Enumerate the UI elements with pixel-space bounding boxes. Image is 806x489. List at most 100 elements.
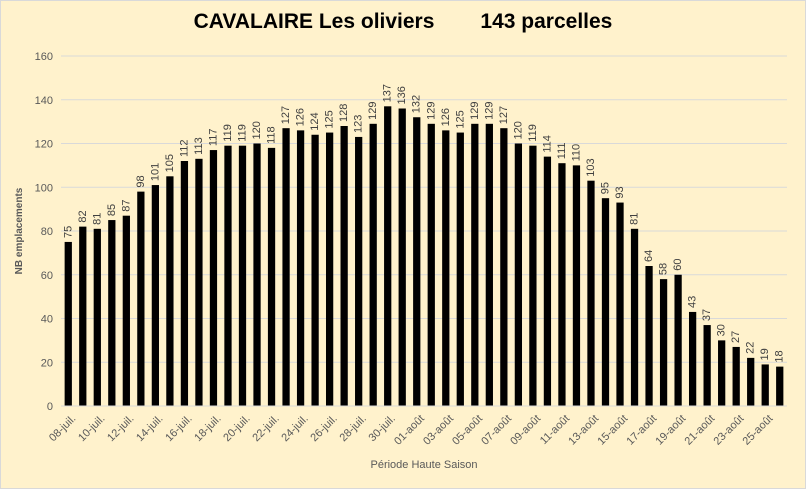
bar [718, 340, 726, 406]
data-label: 87 [120, 199, 132, 211]
bar [195, 158, 203, 406]
bar [122, 215, 130, 406]
data-label: 81 [91, 213, 103, 225]
x-axis-ticks: 08-juil.10-juil.12-juil.14-juil.16-juil.… [47, 413, 775, 448]
x-tick-label: 03-août [421, 413, 456, 448]
bar [747, 357, 755, 406]
bar [355, 136, 363, 406]
y-tick-label: 60 [41, 270, 53, 282]
x-tick-label: 23-août [712, 413, 747, 448]
data-label: 123 [353, 115, 365, 133]
bar [543, 156, 552, 406]
data-label: 18 [774, 350, 786, 362]
bar [529, 145, 537, 406]
bar [93, 228, 101, 406]
bar [180, 161, 189, 406]
y-tick-label: 100 [35, 182, 53, 194]
bar [558, 163, 566, 406]
data-label: 120 [251, 121, 263, 139]
data-label: 113 [193, 137, 205, 155]
bar [79, 226, 87, 406]
bar [688, 311, 697, 406]
data-label: 93 [614, 186, 626, 198]
x-tick-label: 14-juil. [134, 413, 165, 444]
bar [659, 279, 668, 406]
bar [137, 191, 145, 406]
bar [456, 132, 464, 406]
y-tick-label: 120 [35, 139, 53, 151]
y-tick-label: 140 [35, 95, 53, 107]
y-tick-label: 20 [41, 357, 53, 369]
bar [311, 134, 319, 406]
data-label: 30 [716, 324, 728, 336]
bar [64, 241, 72, 406]
data-label: 110 [570, 144, 582, 162]
data-label: 85 [106, 204, 118, 216]
data-label: 129 [483, 101, 495, 119]
data-label: 58 [658, 263, 670, 275]
x-tick-label: 11-août [538, 413, 572, 447]
data-label: 117 [207, 129, 219, 147]
y-axis-ticks: 0 20 40 60 80 100 120 140 160 [35, 51, 53, 413]
data-label: 129 [469, 101, 481, 119]
data-label: 81 [629, 213, 641, 225]
bar [587, 180, 595, 406]
bar [471, 123, 479, 406]
bar [514, 143, 523, 406]
x-tick-label: 20-juil. [221, 413, 252, 444]
data-label: 127 [498, 106, 510, 124]
x-tick-label: 01-août [392, 413, 427, 448]
x-tick-label: 17-août [624, 413, 659, 448]
data-label: 132 [411, 95, 423, 113]
bar [296, 130, 305, 406]
data-label: 111 [556, 142, 568, 159]
bar [485, 123, 493, 406]
x-tick-label: 07-août [479, 413, 514, 448]
y-tick-label: 160 [35, 51, 53, 63]
data-label: 98 [135, 175, 147, 187]
x-tick-label: 19-août [653, 413, 688, 448]
x-tick-label: 13-août [566, 413, 601, 448]
data-label: 101 [149, 163, 161, 181]
x-tick-label: 21-août [682, 413, 717, 448]
data-label: 103 [585, 158, 597, 176]
data-label: 124 [309, 112, 321, 130]
data-label: 60 [672, 259, 684, 271]
bar [761, 364, 769, 406]
data-label: 119 [527, 124, 539, 142]
bar [282, 128, 290, 406]
x-tick-label: 08-juil. [47, 413, 78, 444]
data-label: 136 [396, 86, 408, 104]
data-label: 75 [62, 226, 74, 238]
bar [238, 145, 247, 406]
bar [630, 228, 639, 406]
y-axis-label: NB emplacements [14, 187, 25, 274]
data-label: 137 [382, 84, 394, 102]
data-label: 126 [295, 108, 307, 126]
data-label: 95 [600, 182, 612, 194]
data-label: 37 [701, 309, 713, 321]
data-label: 126 [440, 108, 452, 126]
bar [572, 165, 581, 406]
bar [209, 150, 218, 406]
x-tick-label: 12-juil. [105, 413, 136, 444]
data-label: 22 [745, 342, 757, 354]
data-label: 129 [425, 101, 437, 119]
x-tick-label: 09-août [508, 413, 543, 448]
data-label: 105 [164, 154, 176, 172]
x-axis-label: Période Haute Saison [370, 459, 477, 471]
x-tick-label: 16-juil. [163, 413, 194, 444]
x-tick-label: 26-juil. [308, 413, 339, 444]
y-tick-label: 80 [41, 226, 53, 238]
bar [674, 274, 682, 406]
x-tick-label: 25-août [741, 413, 776, 448]
x-tick-label: 28-juil. [337, 413, 368, 444]
bar [442, 130, 450, 406]
data-label: 27 [730, 331, 742, 343]
chart-title-text: CAVALAIRE Les oliviers [193, 10, 435, 33]
bar [645, 266, 653, 406]
bar [427, 123, 435, 406]
data-label: 125 [454, 110, 466, 128]
